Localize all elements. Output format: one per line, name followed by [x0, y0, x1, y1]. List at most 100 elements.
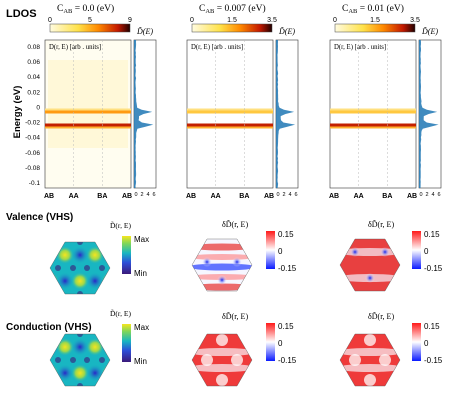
- colorbar-tick-label: 1.5: [227, 17, 237, 24]
- dos-curve-panel: [134, 40, 156, 188]
- map-label: D(r, E) [arb . units]: [191, 44, 243, 51]
- colorbar-tick-label: -0.15: [424, 356, 443, 365]
- map-label: D(r, E) [arb . units]: [334, 44, 386, 51]
- valence-label: Valence (VHS): [6, 212, 73, 223]
- colorbar-tick-label: 0: [333, 17, 337, 24]
- colorbar-title: D̃(r, E): [110, 221, 131, 230]
- ldos-heatmap: [330, 40, 416, 188]
- energy-tick-label: 0.08: [27, 44, 40, 51]
- colorbar-tick-label: -0.15: [278, 264, 297, 273]
- colorbar-title: δD̃(r, E): [368, 219, 394, 229]
- vhs-band: [330, 124, 416, 127]
- panel-title: CAB = 0.0 (eV): [57, 3, 114, 15]
- colorbar-tick-label: 0: [48, 17, 52, 24]
- map-label: D(r, E) [arb . units]: [49, 44, 101, 51]
- colorbar-tick-label: -0.15: [278, 356, 297, 365]
- panel-title: CAB = 0.01 (eV): [342, 3, 404, 15]
- energy-tick-label: -0.02: [25, 120, 40, 127]
- x-tick-label: AA: [211, 193, 221, 200]
- hexagon-map: [41, 220, 119, 316]
- ldos-panel: CAB = 0.0 (eV) 0 5 9 D̃(E) D(r, E) [arb . uni…: [44, 3, 156, 200]
- ldos-label: LDOS: [6, 8, 37, 20]
- energy-tick-label: 0: [36, 104, 40, 111]
- energy-tick-label: -0.06: [25, 150, 40, 157]
- energy-tick-label: 0.06: [27, 59, 40, 66]
- energy-tick-label: -0.1: [29, 180, 41, 187]
- dos-tick-label: 2: [140, 192, 143, 198]
- x-tick-label: AB: [407, 193, 417, 200]
- panel-title: CAB = 0.007 (eV): [199, 3, 266, 15]
- colorbar-title: δD̃(r, E): [368, 311, 394, 321]
- energy-tick-label: 0.02: [27, 89, 40, 96]
- hot-colorbar: [192, 24, 272, 32]
- colorbar-tick-label: 5: [88, 17, 92, 24]
- ldos-heatmap: [187, 40, 273, 188]
- viridis-colorbar: D̃(r, E)Max Min: [110, 309, 149, 366]
- x-tick-label: AB: [186, 193, 196, 200]
- dos-curve-panel: [276, 40, 298, 188]
- colorbar-tick-label: 0.15: [424, 230, 440, 239]
- dos-tick-label: 6: [152, 192, 155, 198]
- energy-tick-label: -0.04: [25, 135, 40, 142]
- colorbar-tick-label: 3.5: [410, 17, 420, 24]
- x-tick-label: AB: [329, 193, 339, 200]
- colorbar-title: D̃(r, E): [110, 309, 131, 318]
- colorbar-tick-label: 0.15: [278, 230, 294, 239]
- ldos-panel: CAB = 0.007 (eV) 0 1.5 3.5D̃(E) D(r, E) [arb…: [186, 3, 298, 200]
- viridis-colorbar: D̃(r, E)Max Min: [110, 221, 149, 278]
- colorbar-tick-label: 3.5: [267, 17, 277, 24]
- energy-ticks: 0.08 0.06 0.04 0.02 0 -0.02 -0.04 -0.06 -0.08 -0.…: [25, 44, 40, 187]
- dos-tick-label: 0: [276, 192, 279, 198]
- colorbar-tick-label: -0.15: [424, 264, 443, 273]
- energy-tick-label: 0.04: [27, 74, 40, 81]
- colorbar-tick-label: 0: [424, 247, 429, 256]
- conduction-label: Conduction (VHS): [6, 322, 92, 333]
- dos-tick-label: 4: [431, 192, 434, 198]
- x-tick-label: BA: [382, 193, 392, 200]
- vhs-band: [45, 124, 131, 127]
- vhs-band: [187, 111, 273, 114]
- colorbar-max-label: Max: [134, 323, 149, 332]
- dos-title: D̃(E): [136, 27, 153, 36]
- vhs-band: [330, 111, 416, 114]
- dos-tick-label: 6: [294, 192, 297, 198]
- colorbar-tick-label: 9: [128, 17, 132, 24]
- dos-tick-label: 4: [288, 192, 291, 198]
- x-tick-label: BA: [239, 193, 249, 200]
- dos-tick-label: 0: [134, 192, 137, 198]
- x-tick-label: AA: [354, 193, 364, 200]
- colorbar-tick-label: 0: [190, 17, 194, 24]
- colorbar-tick-label: 0: [424, 339, 429, 348]
- hot-colorbar: [335, 24, 415, 32]
- energy-tick-label: -0.08: [25, 165, 40, 172]
- energy-axis-label: Energy (eV): [12, 86, 23, 139]
- dos-tick-label: 0: [419, 192, 422, 198]
- x-tick-label: AB: [122, 193, 132, 200]
- dos-tick-label: 2: [425, 192, 428, 198]
- colorbar-tick-label: 0: [278, 247, 283, 256]
- x-tick-label: AA: [69, 193, 79, 200]
- dos-tick-label: 4: [146, 192, 149, 198]
- dos-title: D̃(E): [421, 27, 438, 36]
- hexagon-map: [188, 332, 256, 388]
- colorbar-tick-label: 1.5: [370, 17, 380, 24]
- x-tick-label: BA: [97, 193, 107, 200]
- colorbar-min-label: Min: [134, 269, 147, 278]
- ldos-panel: CAB = 0.01 (eV) 0 1.5 3.5D̃(E) D(r, E) [arb …: [329, 3, 441, 200]
- vhs-band: [187, 124, 273, 127]
- dos-tick-label: 2: [282, 192, 285, 198]
- x-tick-label: AB: [44, 193, 54, 200]
- dos-tick-label: 6: [437, 192, 440, 198]
- colorbar-title: δD̃(r, E): [222, 311, 248, 321]
- ldos-heatmap: [45, 40, 131, 188]
- hexagon-map: [336, 332, 404, 388]
- hexagon-map: [188, 237, 256, 293]
- colorbar-max-label: Max: [134, 235, 149, 244]
- colorbar-tick-label: 0: [278, 339, 283, 348]
- dos-title: D̃(E): [278, 27, 295, 36]
- dos-curve-panel: [419, 40, 441, 188]
- colorbar-tick-label: 0.15: [424, 322, 440, 331]
- colorbar-tick-label: 0.15: [278, 322, 294, 331]
- hot-colorbar: [50, 24, 130, 32]
